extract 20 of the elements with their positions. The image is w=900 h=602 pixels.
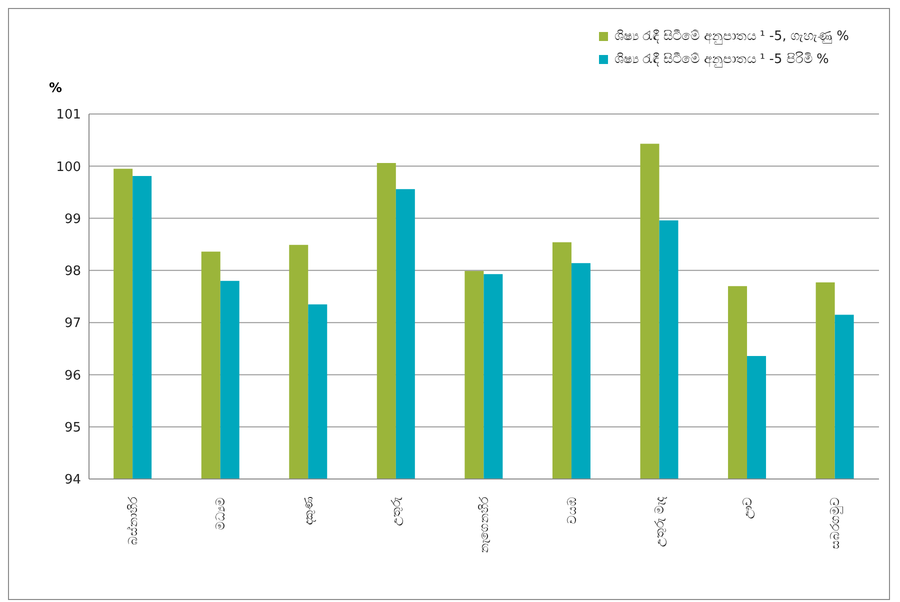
x-tick-label: නැගෙනහිර	[477, 496, 491, 553]
y-tick-label: 95	[64, 420, 81, 436]
legend-label: ශිෂ්‍ය රැඳී සිටීමේ අනුපාතය ¹ -5 පිරිමි %	[614, 52, 829, 67]
x-tick-label: බස්නාහිර	[126, 496, 140, 545]
x-tick-label: උතුරු	[389, 496, 404, 526]
x-tick-label: උතුරු මැද	[652, 496, 668, 547]
x-tick-label: ඌව	[740, 497, 756, 519]
y-tick-label: 94	[64, 472, 81, 488]
y-tick-label: 97	[64, 316, 81, 332]
y-tick-label: 101	[56, 108, 81, 123]
y-tick-label: 99	[64, 212, 81, 227]
x-tick-label: දකුණ	[301, 497, 316, 525]
x-tick-label: සබරගමුව	[828, 497, 844, 549]
y-tick-label: 100	[56, 160, 81, 175]
y-axis-title: %	[49, 81, 62, 96]
y-tick-label: 96	[64, 368, 81, 384]
legend-label: ශිෂ්‍ය රැඳී සිටීමේ අනුපාතය ¹ -5, ගැහැණු %	[614, 29, 849, 44]
y-tick-label: 98	[64, 264, 81, 280]
x-tick-label: වයඹ	[564, 497, 579, 524]
x-tick-label: මධ්‍යම	[214, 497, 228, 530]
